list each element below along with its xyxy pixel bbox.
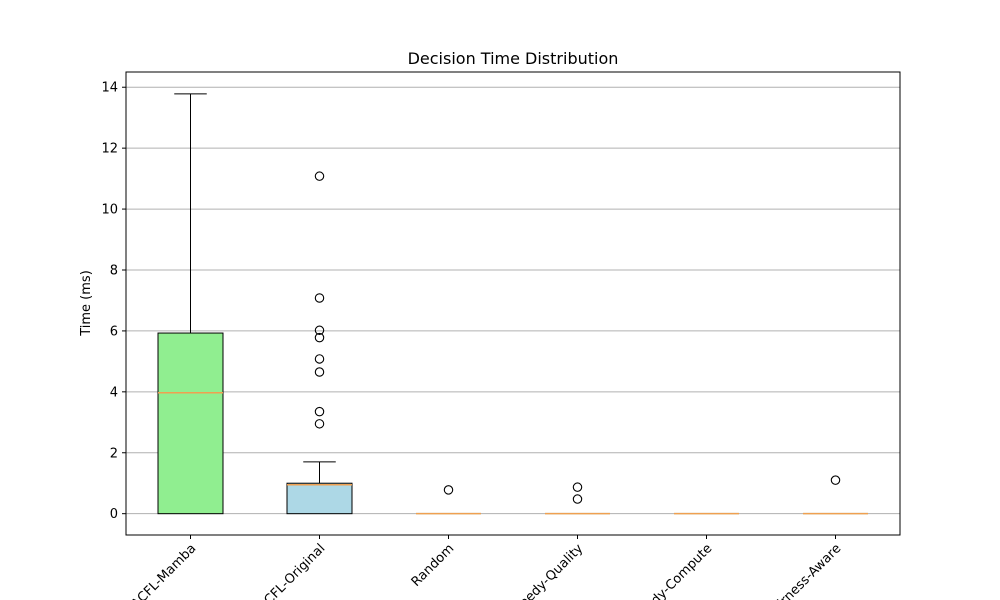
- y-tick-label: 12: [101, 142, 118, 157]
- outlier-point: [314, 367, 325, 377]
- box-acfl-mamba: [157, 93, 224, 515]
- x-tick-label: Greedy-Quality: [506, 541, 586, 600]
- x-tick-label: Random: [409, 541, 458, 590]
- x-tick-label: Greedy-Compute: [626, 541, 715, 600]
- outlier-point: [314, 354, 325, 364]
- y-tick-label: 0: [110, 507, 118, 522]
- outlier-point: [314, 325, 325, 336]
- plot-area-frame: [125, 71, 901, 536]
- y-tick-label: 6: [110, 324, 118, 339]
- y-axis-ticks: 0 2 4 6 8 10 12 14: [101, 81, 126, 522]
- iqr-box: [157, 332, 224, 515]
- iqr-box: [286, 482, 353, 515]
- outlier-point: [830, 475, 841, 485]
- x-tick-label: ACFL-Mamba: [129, 541, 200, 600]
- box-random: [416, 485, 481, 515]
- y-axis-label: Time (ms): [79, 270, 94, 337]
- x-axis-ticks: ACFL-Mamba ACFL-Original Random Greedy-Qual…: [129, 535, 844, 600]
- outlier-point: [314, 406, 325, 417]
- box-acfl-original: [286, 171, 353, 515]
- outlier-point: [443, 485, 454, 495]
- x-tick-label: ACFL-Original: [255, 541, 328, 600]
- y-tick-label: 4: [110, 385, 118, 400]
- outlier-point: [314, 171, 325, 181]
- y-tick-label: 10: [101, 203, 118, 218]
- box-greedy-quality: [545, 482, 610, 515]
- box-fairness-aware: [803, 475, 868, 515]
- outlier-point: [314, 293, 325, 303]
- y-tick-label: 14: [101, 81, 118, 96]
- chart-title: Decision Time Distribution: [408, 49, 619, 68]
- outlier-point: [314, 419, 325, 429]
- outlier-point: [572, 482, 583, 492]
- outlier-point: [572, 494, 583, 504]
- y-tick-label: 8: [110, 263, 118, 278]
- boxes: [157, 93, 868, 515]
- grid-lines: [126, 86, 900, 515]
- outlier-point: [314, 332, 325, 343]
- y-tick-label: 2: [110, 446, 118, 461]
- x-tick-label: Fairness-Aware: [765, 541, 844, 600]
